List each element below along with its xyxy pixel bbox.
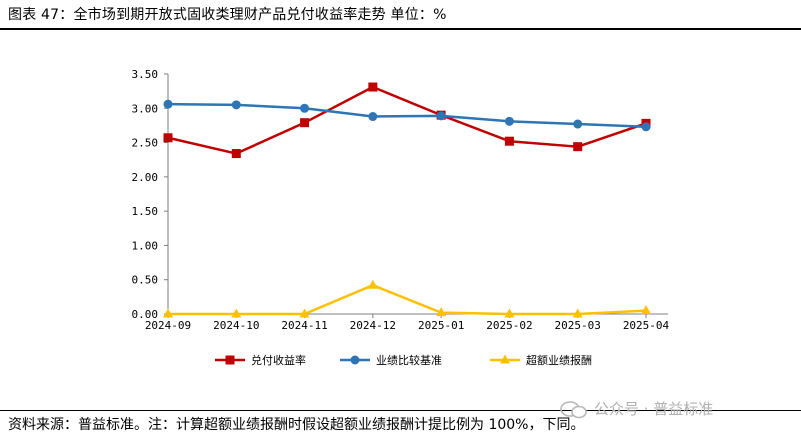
x-tick-label: 2025-04 bbox=[623, 319, 670, 332]
legend-label: 业绩比较基准 bbox=[376, 353, 442, 367]
chart-series bbox=[163, 82, 651, 318]
data-point bbox=[504, 136, 514, 146]
y-tick-label: 2.50 bbox=[132, 137, 159, 150]
watermark: 公众号 · 普益标准 bbox=[560, 398, 713, 419]
y-tick-label: 3.00 bbox=[132, 102, 159, 115]
data-point bbox=[572, 308, 583, 318]
series-1 bbox=[163, 99, 651, 132]
top-divider bbox=[0, 28, 801, 30]
data-point bbox=[231, 308, 242, 318]
x-tick-label: 2025-01 bbox=[418, 319, 464, 332]
y-tick-label: 1.50 bbox=[132, 205, 159, 218]
data-point bbox=[231, 100, 241, 110]
legend-item: 业绩比较基准 bbox=[340, 353, 442, 367]
chart-axes: 0.00 0.50 1.00 1.50 2.00 2.50 3.00 3.50 2024-09 2… bbox=[132, 68, 670, 332]
source-note: 资料来源：普益标准。注：计算超额业绩报酬时假设超额业绩报酬计提比例为 100%，… bbox=[8, 417, 585, 433]
series-2 bbox=[163, 279, 651, 318]
legend-label: 兑付收益率 bbox=[251, 353, 306, 367]
data-point bbox=[573, 142, 583, 152]
legend-swatch-marker bbox=[225, 355, 235, 365]
y-tick-label: 0.00 bbox=[132, 308, 159, 321]
data-point bbox=[573, 119, 583, 129]
data-point bbox=[163, 133, 173, 143]
data-point bbox=[299, 308, 310, 318]
data-point bbox=[231, 149, 241, 159]
x-tick-label: 2024-09 bbox=[145, 319, 191, 332]
data-point bbox=[300, 118, 310, 128]
y-tick-label: 3.50 bbox=[132, 68, 159, 81]
data-point bbox=[367, 279, 378, 289]
y-tick-label: 1.00 bbox=[132, 239, 159, 252]
y-tick-label: 2.00 bbox=[132, 171, 159, 184]
x-tick-label: 2025-03 bbox=[555, 319, 601, 332]
legend-swatch-marker bbox=[500, 354, 510, 364]
data-point bbox=[504, 308, 515, 318]
data-point bbox=[163, 99, 173, 109]
chart: 0.00 0.50 1.00 1.50 2.00 2.50 3.00 3.50 2024-09 2… bbox=[132, 68, 670, 367]
bottom-divider bbox=[0, 410, 801, 411]
data-point bbox=[641, 305, 651, 315]
x-tick-label: 2024-10 bbox=[213, 319, 259, 332]
legend-item: 兑付收益率 bbox=[215, 353, 306, 367]
series-line bbox=[167, 85, 647, 155]
data-point bbox=[504, 116, 514, 126]
data-point bbox=[163, 308, 173, 318]
watermark-text: 公众号 · 普益标准 bbox=[594, 400, 714, 418]
series-line bbox=[167, 102, 647, 129]
legend-item: 超额业绩报酬 bbox=[490, 353, 592, 367]
x-tick-label: 2024-12 bbox=[350, 319, 396, 332]
data-point bbox=[368, 82, 378, 92]
legend-label: 超额业绩报酬 bbox=[526, 353, 592, 367]
x-tick-label: 2025-02 bbox=[486, 319, 532, 332]
data-point bbox=[436, 307, 447, 317]
chart-title: 图表 47：全市场到期开放式固收类理财产品兑付收益率走势 单位：% bbox=[8, 7, 447, 23]
legend-swatch-marker bbox=[350, 355, 360, 365]
y-tick-label: 0.50 bbox=[132, 274, 159, 287]
series-line bbox=[168, 283, 647, 316]
data-point bbox=[436, 111, 446, 121]
data-point bbox=[368, 112, 378, 122]
data-point bbox=[300, 103, 310, 113]
chart-legend: 兑付收益率 业绩比较基准 超额业绩报酬 bbox=[215, 353, 592, 367]
wechat-icon bbox=[560, 400, 588, 419]
x-tick-label: 2024-11 bbox=[281, 319, 327, 332]
data-point bbox=[641, 122, 651, 132]
